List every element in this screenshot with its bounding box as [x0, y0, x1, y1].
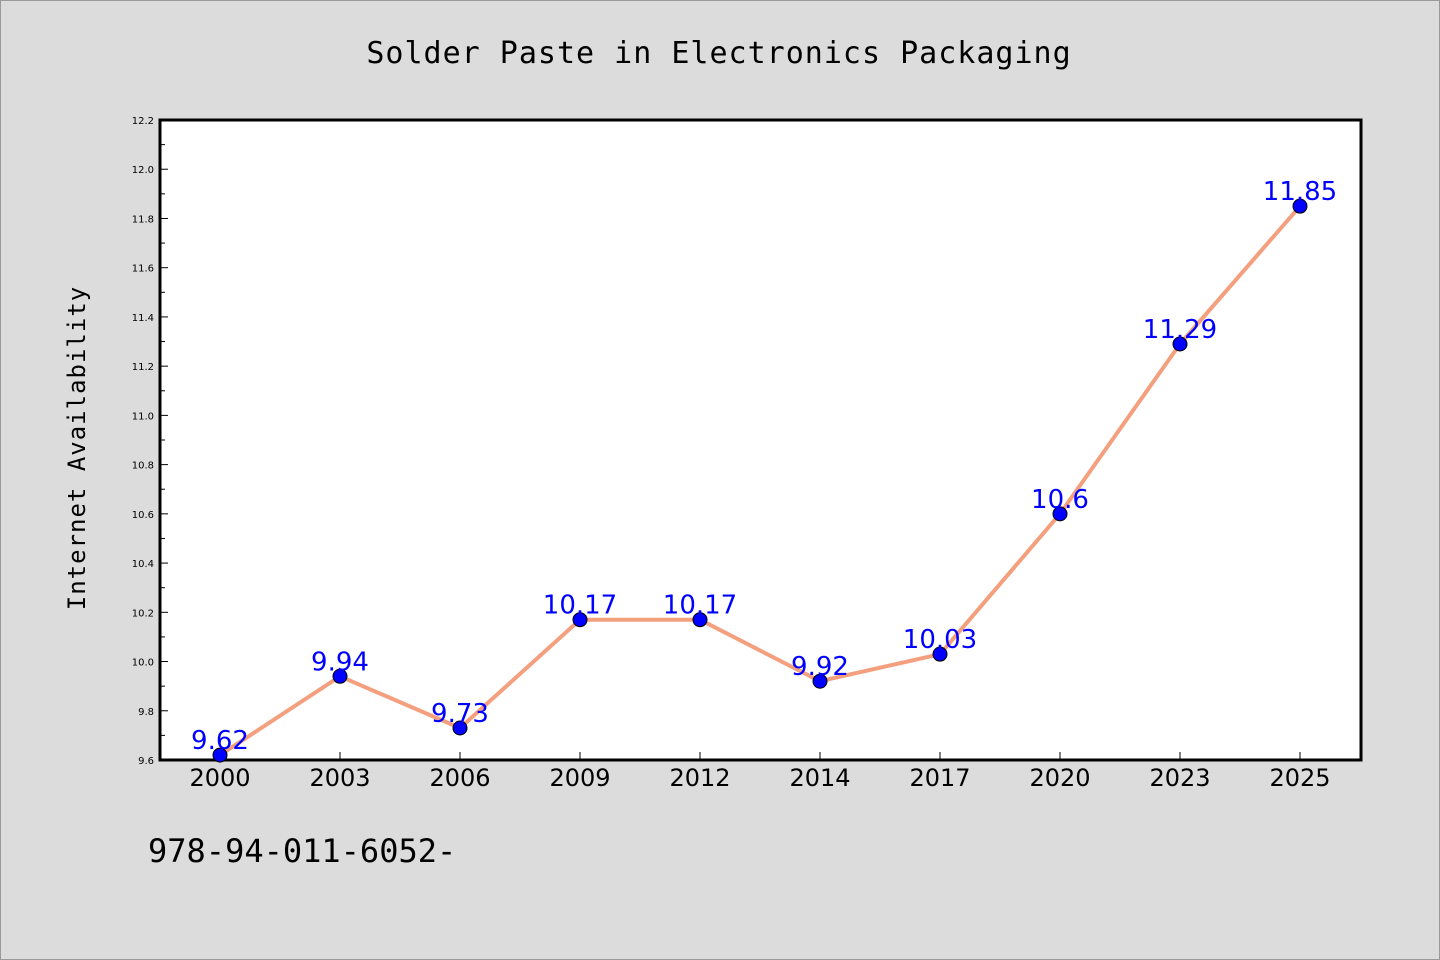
data-label: 9.62: [191, 726, 249, 756]
y-tick-label: 11.0: [132, 411, 154, 422]
y-tick-label: 10.0: [132, 658, 154, 669]
y-tick-label: 10.2: [132, 608, 154, 619]
y-tick-label: 11.2: [132, 362, 154, 373]
x-axis: 2000 2003 2006 2009 2012 2014 2017 2020 2023 2025: [189, 752, 1331, 792]
data-label: 10.17: [543, 591, 617, 621]
y-tick-label: 11.4: [132, 313, 154, 324]
x-tick-label: 2025: [1269, 764, 1330, 792]
x-tick-label: 2012: [669, 764, 730, 792]
data-point: [692, 612, 708, 628]
y-tick-label: 10.6: [132, 510, 154, 521]
data-label: 10.17: [663, 591, 737, 621]
footer-isbn: 978-94-011-6052-: [148, 832, 457, 870]
y-tick-label: 10.8: [132, 461, 154, 472]
y-tick-label: 11.6: [132, 264, 154, 275]
data-label: 10.03: [903, 625, 977, 655]
data-label: 9.94: [311, 647, 369, 677]
series-line: [218, 204, 1302, 757]
chart-title: Solder Paste in Electronics Packaging: [366, 36, 1071, 71]
x-tick-label: 2014: [789, 764, 850, 792]
markers-group: [212, 198, 1308, 763]
data-label: 11.85: [1263, 177, 1337, 207]
y-tick-label: 12.0: [132, 165, 154, 176]
x-tick-label: 2009: [549, 764, 610, 792]
data-point: [812, 673, 828, 689]
data-label: 11.29: [1143, 315, 1217, 345]
data-point: [572, 612, 588, 628]
data-labels-group: 9.62 9.94 9.73 10.17 10.17 9.92 10.03 10.6 11.29…: [191, 177, 1337, 756]
data-label: 9.73: [431, 699, 489, 729]
x-tick-label: 2020: [1029, 764, 1090, 792]
data-label: 10.6: [1031, 485, 1089, 515]
data-point: [1172, 336, 1188, 352]
data-point: [452, 720, 468, 736]
y-tick-label: 12.2: [132, 116, 154, 127]
y-axis-label: Internet Availability: [63, 286, 91, 610]
plot-area: [158, 118, 1363, 762]
data-label: 9.92: [791, 652, 849, 682]
data-point: [1052, 506, 1068, 522]
data-point: [1292, 198, 1308, 214]
y-tick-label: 9.6: [138, 756, 154, 767]
y-tick-label: 10.4: [132, 559, 154, 570]
x-tick-label: 2017: [909, 764, 970, 792]
series-line-group: [218, 204, 1302, 757]
y-tick-label: 9.8: [138, 707, 154, 718]
x-tick-label: 2000: [189, 764, 250, 792]
x-tick-label: 2006: [429, 764, 490, 792]
y-axis: 9.6 9.8 10.0 10.2 10.4 10.6 10.8 11.0 11.2 11.4 11…: [132, 116, 168, 767]
y-tick-label: 11.8: [132, 214, 154, 225]
x-tick-label: 2023: [1149, 764, 1210, 792]
data-point: [932, 646, 948, 662]
x-tick-label: 2003: [309, 764, 370, 792]
data-point: [332, 668, 348, 684]
data-point: [212, 747, 228, 763]
